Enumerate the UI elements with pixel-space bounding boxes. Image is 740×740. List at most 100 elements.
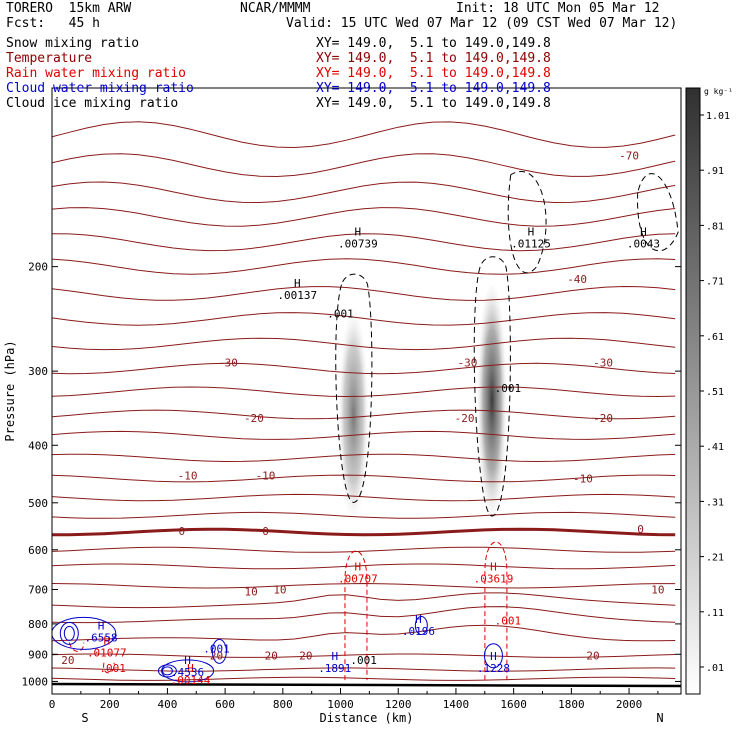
colorbar-label: .21 (706, 553, 724, 564)
y-tick-label: 700 (28, 584, 48, 597)
x-tick-label: 1600 (500, 698, 527, 711)
isotherm-line (52, 511, 676, 519)
y-tick-label: 200 (28, 261, 48, 274)
snow-contour (507, 171, 547, 274)
cloud-water-contours (52, 616, 503, 683)
snow-max-value: .01125 (511, 237, 551, 250)
temperature-label: 10 (244, 585, 257, 598)
valid-time: Valid: 15 UTC Wed 07 Mar 12 (09 CST Wed … (286, 16, 678, 31)
rain-max-marker: H (355, 560, 362, 573)
cloud-water-max-marker: H (98, 619, 105, 632)
x-tick-label: 600 (215, 698, 235, 711)
temperature-contours (52, 121, 681, 688)
temperature-label: -20 (244, 412, 264, 425)
snow-contour (473, 256, 511, 517)
freezing-level-line (52, 527, 676, 537)
snow-max-marker: H (528, 225, 535, 238)
temperature-label: -30 (593, 356, 613, 369)
isotherm-line (52, 493, 676, 502)
isotherm-line (52, 653, 676, 658)
temperature-label: 20 (210, 650, 223, 663)
isotherm-line (52, 153, 676, 178)
y-axis-title: Pressure (hPa) (3, 340, 17, 441)
snow-contour-label: .001 (350, 654, 377, 667)
snow-shading-layer (337, 285, 509, 542)
snow-max-marker: H (355, 225, 362, 238)
isotherm-line (52, 181, 676, 204)
snow-max-value: .00739 (338, 237, 378, 250)
colorbar-label: .81 (706, 221, 724, 232)
temperature-label: 20 (265, 650, 278, 663)
cloud-water-contour (157, 664, 177, 678)
y-tick-label: 1000 (22, 675, 49, 688)
snow-contour (637, 173, 679, 252)
colorbar-label: .41 (706, 442, 724, 453)
snow-max-value: .00137 (277, 289, 317, 302)
temperature-label: 10 (651, 584, 664, 597)
plot-frame (51, 87, 682, 695)
temperature-label: -20 (455, 412, 475, 425)
colorbar-label: .71 (706, 277, 724, 288)
isotherm-line (52, 121, 676, 149)
y-tick-label: 500 (28, 497, 48, 510)
rain-contour-label: .001 (99, 662, 126, 675)
rain-max-value: .00144 (171, 674, 211, 687)
legend-label: Cloud water mixing ratio (6, 81, 194, 96)
cloud-water-max-marker: H (331, 650, 338, 663)
isotherm-line (52, 312, 676, 326)
isotherm-line (52, 233, 676, 252)
cloud-water-max-marker: H (490, 650, 497, 663)
isotherm-line (52, 606, 676, 624)
rain-max-value: .03619 (474, 572, 514, 585)
init-time: Init: 18 UTC Mon 05 Mar 12 (456, 1, 660, 16)
snow-max-marker: H (294, 277, 301, 290)
y-tick-label: 900 (28, 648, 48, 661)
snow-max-value: .0043 (627, 237, 660, 250)
temperature-label: -70 (619, 150, 639, 163)
legend-label: Snow mixing ratio (6, 36, 140, 51)
x-tick-label: 800 (273, 698, 293, 711)
rain-contour (68, 642, 85, 652)
cloud-water-max-marker: H (184, 654, 191, 667)
temperature-label: -40 (567, 273, 587, 286)
rain-contour (344, 550, 368, 681)
legend-label: Cloud ice mixing ratio (6, 96, 179, 111)
x-axis-title: Distance (km) (320, 711, 414, 725)
colorbar-label: .01 (706, 663, 724, 674)
y-tick-label: 600 (28, 544, 48, 557)
rain-max-marker: H (490, 560, 497, 573)
temperature-label: -10 (573, 472, 593, 485)
rain-max-marker: H (187, 662, 194, 675)
snow-contour-label: .001 (495, 382, 522, 395)
north-label: N (656, 711, 663, 725)
colorbar: .01 .11 .21 .31 .41 .51 .61 .71 .81 .91 1.01 g kg⁻¹ (685, 87, 733, 695)
south-label: S (81, 711, 88, 725)
cloud-water-max-value: .1891 (318, 662, 351, 675)
temperature-label: 0 (179, 525, 186, 538)
cloud-water-max-value: .4536 (171, 666, 204, 679)
isotherm-line (52, 285, 676, 301)
isotherm-line (52, 624, 676, 642)
contour-labels: -70 -40 -30 -30 -30 -20 -20 -20 -10 -10 -10 0 0 0 10 10… (61, 150, 664, 688)
legend-cross-section-endpoints: XY= 149.0, 5.1 to 149.0,149.8 (316, 36, 551, 51)
cloud-water-max-value: .1228 (477, 662, 510, 675)
org-name: NCAR/MMMM (240, 1, 311, 16)
snow-contour-label: .001 (327, 308, 354, 321)
isotherm-line (52, 362, 676, 375)
legend-cross-section-endpoints: XY= 149.0, 5.1 to 149.0,149.8 (316, 51, 551, 66)
isotherm-line (52, 207, 676, 227)
isotherm-line (52, 592, 676, 609)
isotherm-line (52, 430, 676, 440)
cloud-water-contour (483, 643, 503, 669)
isotherm-line (52, 386, 676, 398)
temperature-label: -30 (458, 356, 478, 369)
isotherm-line (52, 563, 676, 570)
x-tick-label: 1800 (558, 698, 585, 711)
isotherm-line (52, 453, 676, 463)
cloud-water-contour-label: .001 (203, 642, 230, 655)
isotherm-line (52, 337, 676, 351)
x-tick-label: 0 (49, 698, 56, 711)
isotherm-line (52, 582, 676, 589)
cloud-water-max-value: .6558 (84, 631, 117, 644)
